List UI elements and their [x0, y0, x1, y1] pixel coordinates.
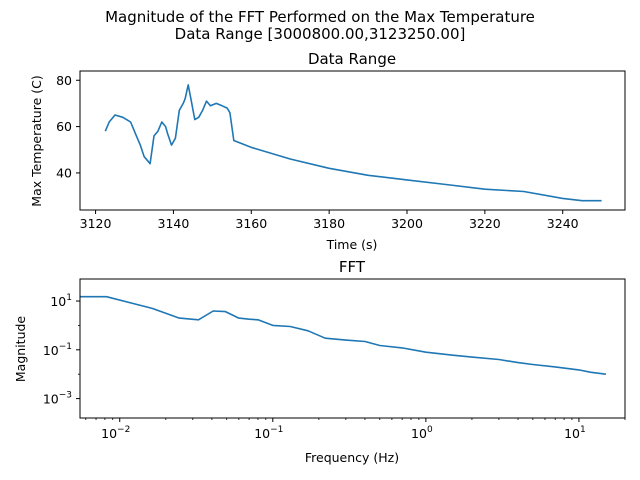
y-tick-label: 60 [56, 119, 72, 134]
x-tick-label: 10−1 [254, 425, 283, 441]
time-series-title: Data Range [308, 50, 396, 68]
time-series-line-layer [104, 84, 602, 202]
time-series-ylabel: Max Temperature (C) [29, 75, 44, 206]
x-tick-label: 3140 [158, 216, 190, 231]
series-line-max-temperature [104, 84, 602, 202]
fft-ylabel: Magnitude [13, 316, 28, 383]
figure-title-line1: Magnitude of the FFT Performed on the Ma… [105, 8, 535, 26]
fft-ticks: 10−2 10−1 100 101 10−3 10−1 101 [43, 293, 626, 441]
fft-line-layer [80, 295, 607, 375]
x-tick-label: 100 [411, 425, 433, 441]
time-series-xlabel: Time (s) [326, 237, 378, 252]
x-tick-label: 3200 [391, 216, 423, 231]
y-tick-label: 101 [50, 293, 72, 309]
x-tick-label: 3180 [313, 216, 345, 231]
time-series-panel: Data Range 3120 3140 3160 3180 3200 3220 3240 4… [29, 50, 626, 252]
x-tick-label: 10−2 [101, 425, 130, 441]
figure-title-line2: Data Range [3000800.00,3123250.00] [175, 25, 466, 43]
time-series-ticks: 3120 3140 3160 3180 3200 3220 3240 40 60 80 [56, 73, 579, 231]
x-tick-label: 101 [564, 425, 586, 441]
fft-panel: FFT 10−2 10−1 100 101 10−3 10−1 101 Frequency … [13, 258, 626, 465]
y-tick-label: 80 [56, 73, 72, 88]
y-tick-label: 10−1 [43, 342, 72, 358]
time-series-frame [79, 70, 626, 211]
y-tick-label: 10−3 [43, 391, 72, 407]
x-tick-label: 3220 [469, 216, 501, 231]
fft-xlabel: Frequency (Hz) [305, 450, 399, 465]
fft-frame [79, 278, 626, 419]
x-tick-label: 3240 [547, 216, 579, 231]
series-line-fft-magnitude [80, 295, 607, 375]
fft-title: FFT [339, 258, 366, 276]
x-tick-label: 3160 [235, 216, 267, 231]
x-tick-label: 3120 [80, 216, 112, 231]
y-tick-label: 40 [56, 165, 72, 180]
